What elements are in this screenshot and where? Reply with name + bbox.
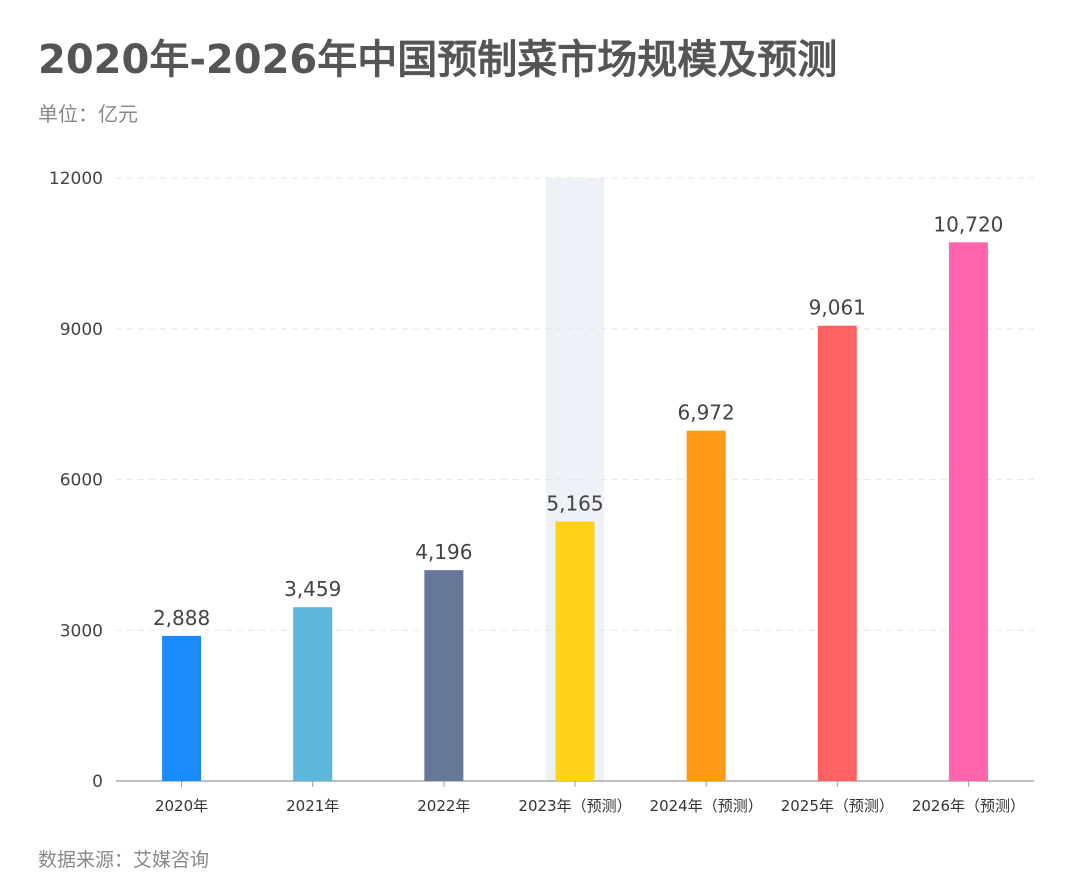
data-label: 2,888 xyxy=(153,606,210,630)
bar xyxy=(555,521,595,781)
data-label: 3,459 xyxy=(284,577,341,601)
bar xyxy=(817,325,857,781)
source-label: 数据来源：艾媒咨询 xyxy=(38,849,210,871)
unit-label: 单位：亿元 xyxy=(38,102,138,126)
data-label: 5,165 xyxy=(546,491,603,515)
x-tick-label: 2023年（预测） xyxy=(518,797,631,815)
bar xyxy=(162,635,202,781)
bar xyxy=(293,607,333,781)
y-tick-label: 9000 xyxy=(60,320,103,340)
bar xyxy=(424,570,464,781)
y-tick-label: 12000 xyxy=(49,169,103,189)
y-tick-label: 3000 xyxy=(60,621,103,641)
x-tick-label: 2024年（预测） xyxy=(650,797,763,815)
data-label: 4,196 xyxy=(415,540,472,564)
chart-title: 2020年-2026年中国预制菜市场规模及预测 xyxy=(38,37,838,83)
y-tick-label: 0 xyxy=(92,772,103,792)
x-tick-label: 2022年 xyxy=(417,797,470,815)
x-tick-label: 2021年 xyxy=(286,797,339,815)
y-tick-label: 6000 xyxy=(60,471,103,491)
bar xyxy=(948,242,988,781)
bar xyxy=(686,430,726,781)
x-tick-label: 2025年（预测） xyxy=(781,797,894,815)
x-tick-label: 2026年（预测） xyxy=(912,797,1025,815)
data-label: 6,972 xyxy=(678,401,735,425)
data-label: 10,720 xyxy=(933,212,1003,236)
x-tick-label: 2020年 xyxy=(155,797,208,815)
data-label: 9,061 xyxy=(809,296,866,320)
